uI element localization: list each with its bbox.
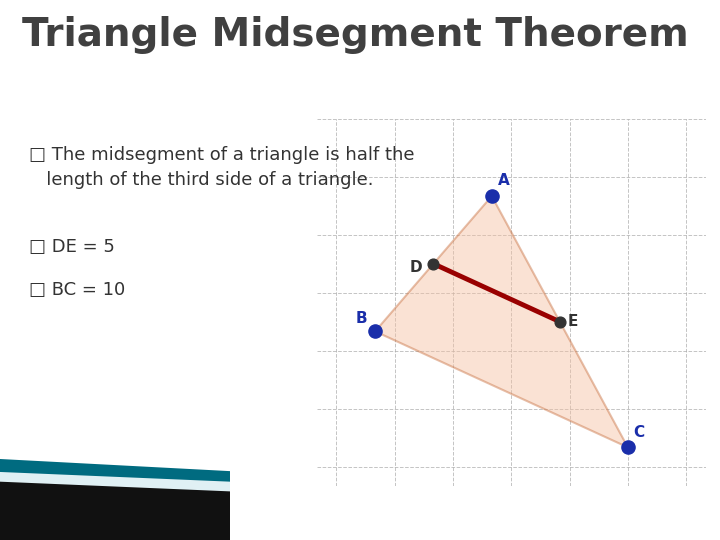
Point — [486, 192, 498, 200]
Text: C: C — [634, 424, 645, 440]
Text: D: D — [410, 260, 423, 275]
Text: E: E — [567, 314, 578, 329]
Text: B: B — [356, 310, 367, 326]
Text: □ The midsegment of a triangle is half the
   length of the third side of a tria: □ The midsegment of a triangle is half t… — [29, 146, 414, 189]
Point — [622, 443, 634, 451]
Text: □ DE = 5: □ DE = 5 — [29, 238, 114, 255]
Point — [554, 318, 566, 326]
Polygon shape — [375, 196, 628, 447]
Text: A: A — [498, 173, 509, 188]
Point — [428, 259, 439, 268]
Text: Triangle Midsegment Theorem: Triangle Midsegment Theorem — [22, 16, 688, 54]
Polygon shape — [0, 472, 230, 540]
Point — [369, 327, 381, 336]
Text: □ BC = 10: □ BC = 10 — [29, 281, 125, 299]
Polygon shape — [0, 459, 230, 540]
Polygon shape — [0, 482, 230, 540]
